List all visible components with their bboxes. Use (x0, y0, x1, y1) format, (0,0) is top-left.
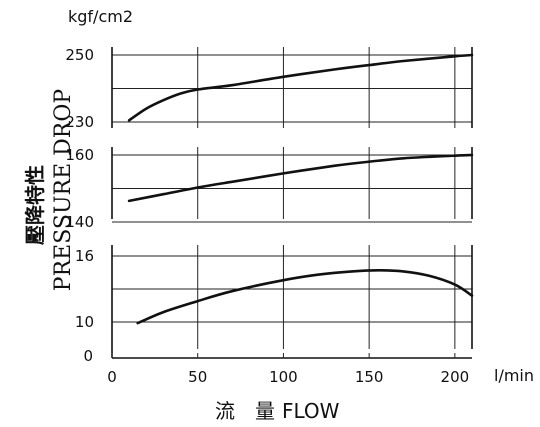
y-zero-label: 0 (83, 347, 93, 365)
x-tick-label: 200 (441, 368, 470, 386)
y-tick-label: 10 (75, 313, 94, 331)
x-axis-label-japanese: 流 量 (215, 399, 275, 423)
y-tick-label: 16 (75, 247, 94, 265)
x-unit-label: l/min (494, 366, 534, 385)
x-axis-label-english: FLOW (282, 399, 340, 423)
x-tick-label: 150 (355, 368, 384, 386)
panel-1: 250 230 (65, 46, 474, 131)
x-axis: 0 50 100 150 200 (107, 349, 472, 386)
y-tick-label: 160 (65, 146, 94, 164)
x-tick-label: 100 (269, 368, 298, 386)
y-axis-label-japanese: 壓降特性 (23, 165, 47, 245)
x-tick-label: 50 (188, 368, 207, 386)
y-tick-label: 250 (65, 46, 94, 64)
unit-label: kgf/cm2 (68, 7, 133, 26)
y-tick-label: 140 (65, 213, 94, 231)
series-line-panel-3 (136, 268, 474, 325)
series-line-panel-1 (127, 53, 474, 122)
y-tick-label: 230 (65, 113, 94, 131)
y-axis-label-english: PRESSURE DROP (51, 89, 76, 292)
panel-2: 160 140 (65, 146, 474, 231)
x-tick-label: 0 (107, 368, 117, 386)
series-line-panel-2 (127, 153, 474, 203)
